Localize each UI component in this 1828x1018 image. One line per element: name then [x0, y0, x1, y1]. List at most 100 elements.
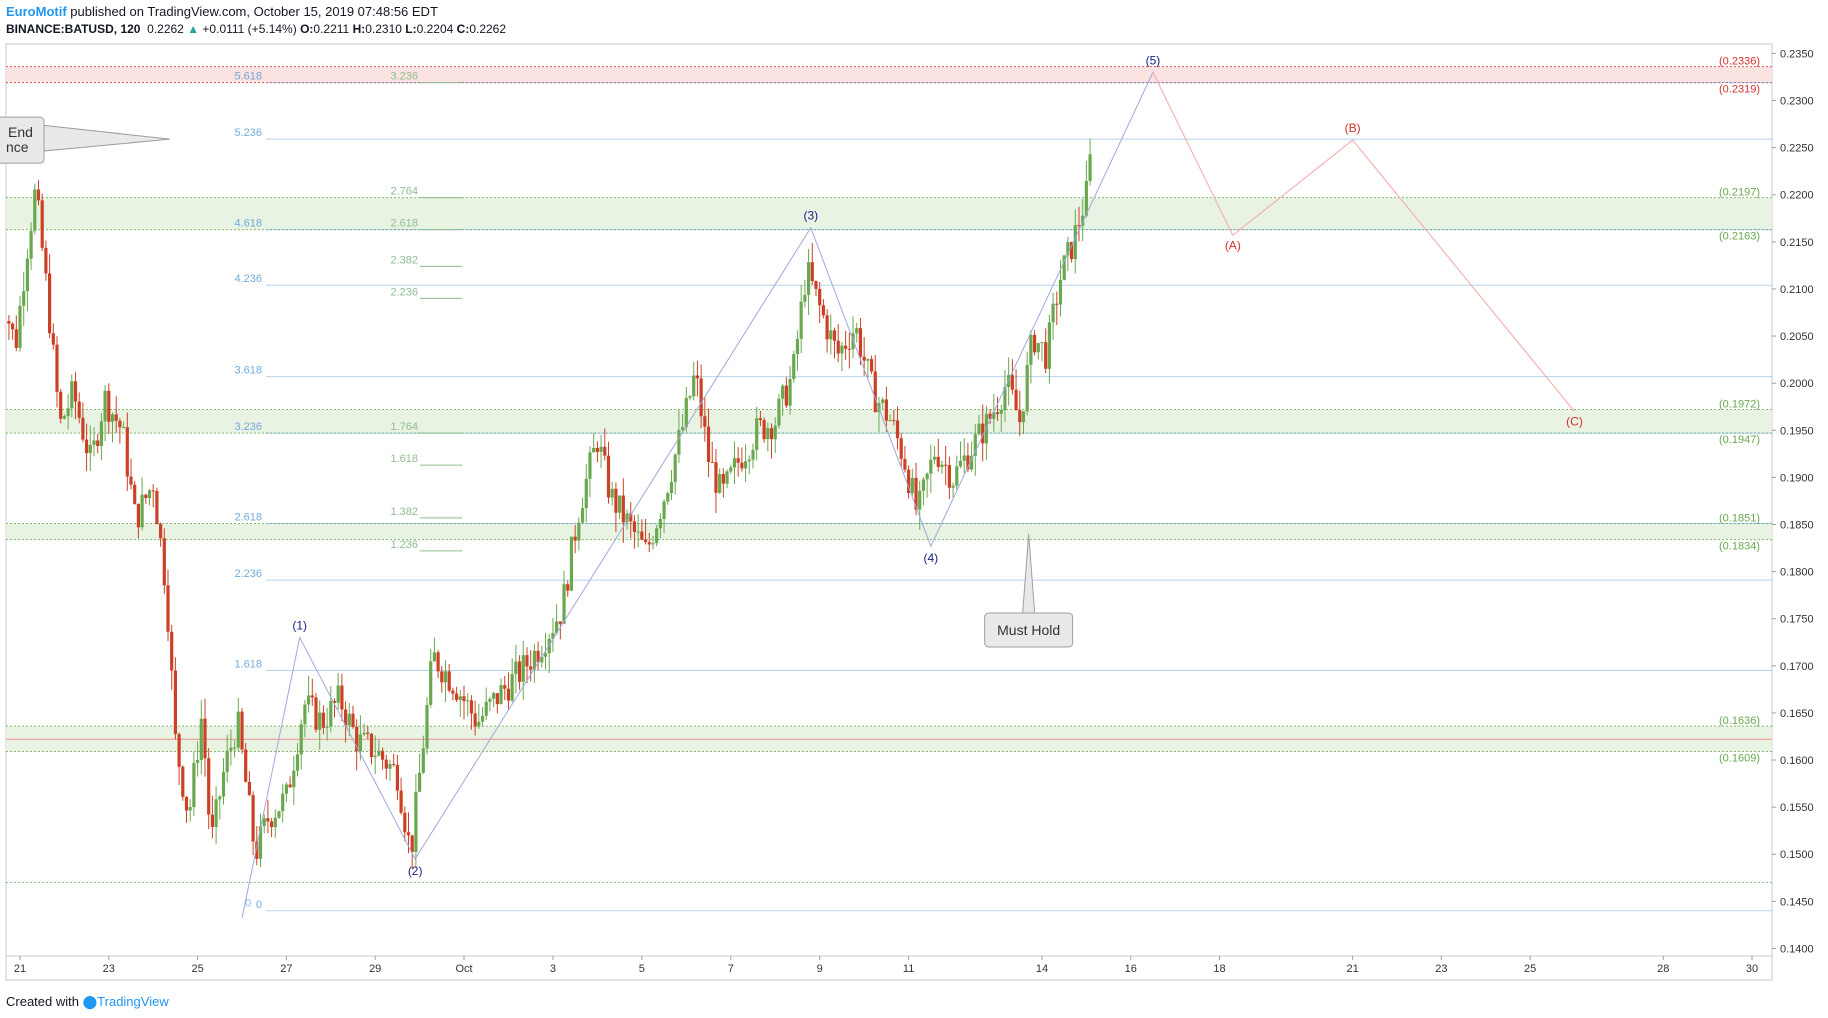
candle-body[interactable] [781, 385, 785, 399]
candle-body[interactable] [851, 333, 855, 350]
candle-body[interactable] [270, 821, 274, 828]
candle-body[interactable] [299, 724, 303, 755]
candle-body[interactable] [125, 427, 129, 477]
candle-body[interactable] [1077, 225, 1081, 227]
candle-body[interactable] [295, 754, 300, 771]
candle-body[interactable] [562, 584, 566, 624]
candle-body[interactable] [110, 414, 115, 422]
candle-body[interactable] [429, 661, 433, 705]
candle-body[interactable] [907, 469, 911, 494]
candle-body[interactable] [758, 418, 763, 421]
candle-body[interactable] [388, 764, 392, 769]
candle-body[interactable] [48, 273, 52, 334]
candle-body[interactable] [421, 748, 425, 773]
candle-body[interactable] [517, 661, 522, 682]
tradingview-logo-icon[interactable]: ⬤ [82, 994, 98, 1009]
candle-body[interactable] [384, 759, 388, 769]
candle-body[interactable] [506, 688, 511, 701]
candle-body[interactable] [958, 460, 963, 467]
candle-body[interactable] [592, 447, 596, 453]
candle-body[interactable] [210, 814, 214, 827]
candle-body[interactable] [558, 621, 562, 624]
candle-body[interactable] [1036, 343, 1040, 353]
candle-body[interactable] [614, 488, 618, 513]
time-axis[interactable]: 21 23 25 27 29 Oct 3 5 7 9 11 14 16 18 21 23 25 28 30 [14, 956, 1758, 975]
candle-body[interactable] [810, 262, 814, 282]
candle-body[interactable] [155, 490, 159, 525]
candle-body[interactable] [625, 513, 629, 523]
candle-body[interactable] [36, 189, 41, 201]
candle-body[interactable] [932, 456, 937, 460]
candle-body[interactable] [340, 685, 344, 710]
candle-body[interactable] [1032, 334, 1037, 353]
candle-body[interactable] [555, 621, 559, 633]
candle-body[interactable] [599, 446, 603, 452]
candle-body[interactable] [44, 247, 48, 274]
candle-body[interactable] [207, 758, 211, 815]
candle-body[interactable] [595, 447, 599, 452]
candle-body[interactable] [1040, 342, 1044, 344]
candle-body[interactable] [640, 531, 644, 540]
candle-body[interactable] [321, 712, 325, 728]
candle-body[interactable] [773, 425, 777, 440]
candle-body[interactable] [258, 826, 263, 859]
candle-body[interactable] [658, 518, 662, 529]
candle-body[interactable] [33, 189, 37, 231]
candle-body[interactable] [706, 426, 711, 462]
candle-body[interactable] [432, 652, 436, 662]
candle-body[interactable] [525, 655, 529, 667]
candle-body[interactable] [903, 458, 907, 470]
candle-body[interactable] [40, 200, 44, 248]
candle-body[interactable] [77, 401, 81, 418]
candle-body[interactable] [832, 330, 837, 341]
candle-body[interactable] [1044, 342, 1048, 369]
candle-body[interactable] [862, 356, 866, 361]
candle-body[interactable] [1055, 303, 1059, 305]
candle-body[interactable] [510, 674, 514, 701]
candle-body[interactable] [844, 345, 848, 349]
candle-body[interactable] [732, 458, 737, 468]
candle-body[interactable] [718, 474, 722, 493]
candle-body[interactable] [540, 656, 544, 663]
candle-body[interactable] [910, 477, 914, 494]
candle-body[interactable] [29, 230, 33, 259]
candle-body[interactable] [684, 397, 688, 428]
candle-body[interactable] [488, 698, 492, 702]
end-callout[interactable] [0, 116, 45, 164]
author-link[interactable]: EuroMotif [6, 4, 67, 19]
candle-body[interactable] [73, 381, 78, 402]
candle-body[interactable] [536, 650, 540, 663]
candle-body[interactable] [955, 466, 959, 486]
candle-body[interactable] [818, 288, 822, 306]
candle-body[interactable] [55, 344, 59, 392]
candle-body[interactable] [273, 817, 277, 828]
candle-body[interactable] [821, 305, 825, 316]
candle-body[interactable] [988, 413, 992, 420]
candle-body[interactable] [173, 670, 177, 735]
candle-body[interactable] [473, 713, 477, 727]
candle-body[interactable] [369, 733, 374, 758]
candle-body[interactable] [973, 434, 977, 456]
candle-body[interactable] [199, 718, 203, 760]
candle-body[interactable] [999, 410, 1003, 414]
candle-body[interactable] [573, 536, 577, 541]
candle-body[interactable] [580, 508, 585, 523]
candle-body[interactable] [495, 693, 499, 705]
candle-body[interactable] [688, 396, 692, 398]
candle-body[interactable] [721, 474, 725, 484]
candle-body[interactable] [836, 340, 840, 354]
candle-body[interactable] [11, 323, 15, 330]
candle-body[interactable] [336, 685, 340, 703]
candle-body[interactable] [606, 455, 611, 498]
candle-body[interactable] [543, 653, 548, 657]
candle-body[interactable] [643, 539, 648, 543]
candle-body[interactable] [769, 428, 774, 440]
tradingview-link[interactable]: TradingView [97, 994, 169, 1009]
candle-body[interactable] [462, 696, 466, 702]
candle-body[interactable] [751, 449, 755, 460]
candle-body[interactable] [170, 631, 174, 671]
candle-body[interactable] [569, 536, 574, 591]
candle-body[interactable] [681, 427, 685, 431]
candle-body[interactable] [107, 390, 111, 422]
candle-body[interactable] [355, 726, 359, 752]
